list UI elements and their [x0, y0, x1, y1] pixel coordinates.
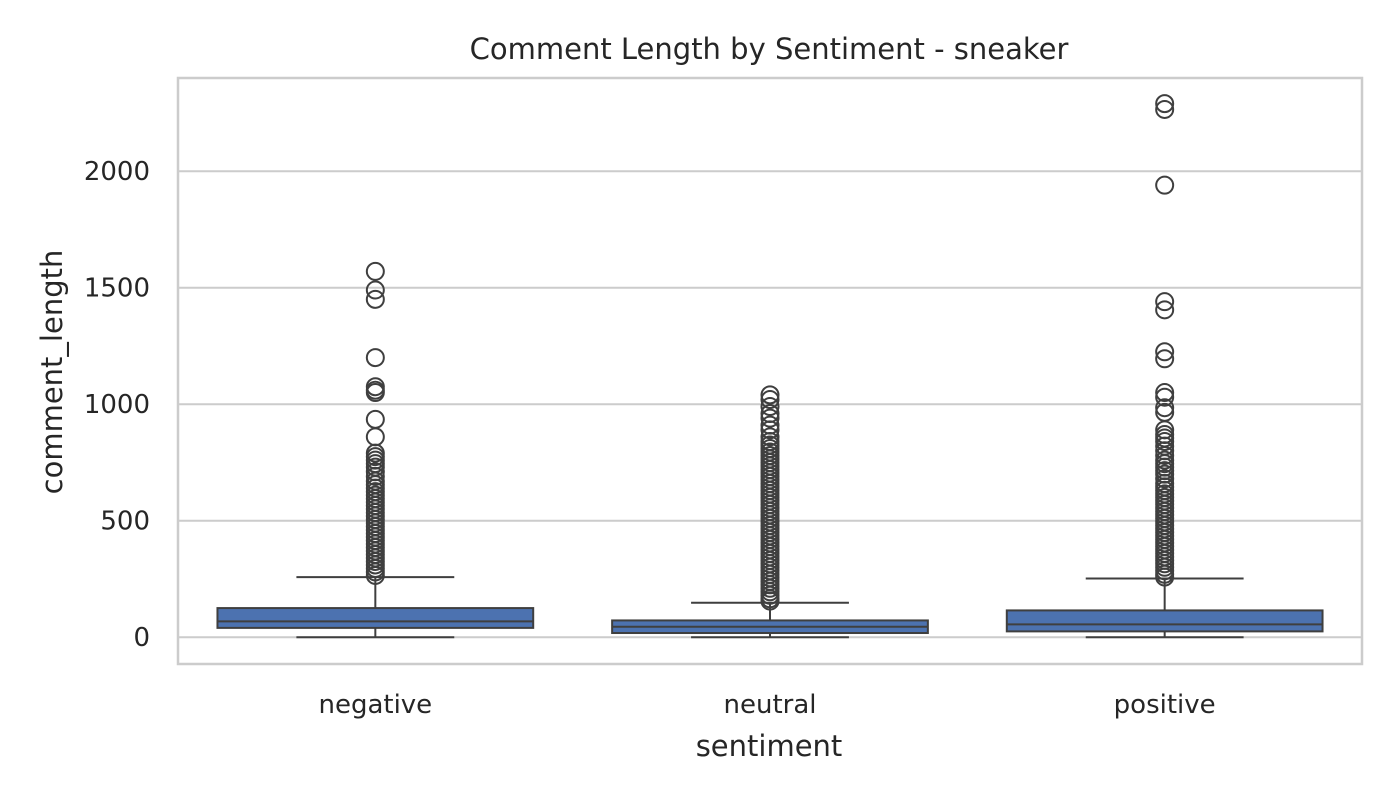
outlier-point — [365, 466, 385, 486]
x-tick-label-neutral: neutral — [724, 690, 817, 720]
y-tick-label: 2000 — [84, 157, 150, 187]
iqr-box — [216, 607, 535, 629]
outlier-point — [1155, 567, 1175, 587]
outlier-point — [760, 385, 780, 405]
y-tick-label: 0 — [133, 623, 150, 653]
outlier-point — [760, 427, 780, 447]
outlier-point — [1155, 431, 1175, 451]
outlier-point — [760, 591, 780, 611]
outlier-point — [1155, 300, 1175, 320]
box-group-positive — [1005, 94, 1324, 639]
x-tick-label-negative: negative — [318, 690, 432, 720]
outlier-point — [365, 280, 385, 300]
y-axis-label: comment_length — [35, 250, 69, 495]
outlier-point — [760, 420, 780, 440]
x-axis-label: sentiment — [696, 729, 843, 763]
outlier-point — [1155, 398, 1175, 418]
outlier-point — [365, 261, 385, 281]
outlier-point — [365, 348, 385, 368]
outlier-point — [365, 289, 385, 309]
boxes — [216, 94, 1324, 639]
outlier-point — [365, 383, 385, 403]
y-tick-label: 500 — [100, 507, 150, 537]
box-group-neutral — [611, 385, 929, 639]
outlier-point — [1155, 383, 1175, 403]
iqr-box — [1005, 609, 1324, 633]
outlier-point — [760, 408, 780, 428]
outlier-point — [760, 390, 780, 410]
outlier-point — [1155, 175, 1175, 195]
outlier-point — [1155, 342, 1175, 362]
outlier-point — [1155, 469, 1175, 489]
outlier-point — [1155, 445, 1175, 465]
chart-title: Comment Length by Sentiment - sneaker — [470, 32, 1069, 66]
x-tick-labels: negative neutral positive — [318, 690, 1215, 720]
plot-frame — [176, 76, 1364, 666]
box-group-negative — [216, 261, 535, 639]
outlier-point — [365, 565, 385, 585]
outlier-point — [1155, 99, 1175, 119]
x-tick-label-positive: positive — [1114, 690, 1216, 720]
y-tick-label: 1000 — [84, 390, 150, 420]
outlier-point — [1155, 94, 1175, 114]
outlier-point — [760, 397, 780, 417]
outlier-point — [1155, 349, 1175, 369]
outlier-point — [1155, 292, 1175, 312]
y-tick-labels: 0 500 1000 1500 2000 — [84, 157, 150, 653]
outlier-point — [1155, 387, 1175, 407]
y-tick-label: 1500 — [84, 274, 150, 304]
